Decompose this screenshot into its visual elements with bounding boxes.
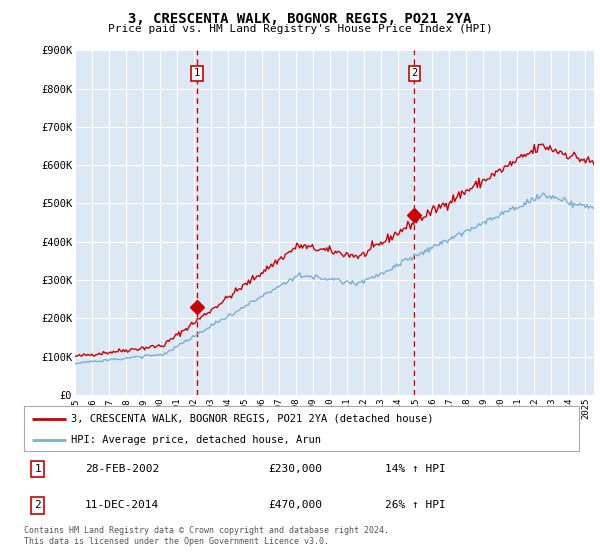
- Text: 2: 2: [35, 501, 41, 510]
- Text: Price paid vs. HM Land Registry's House Price Index (HPI): Price paid vs. HM Land Registry's House …: [107, 24, 493, 34]
- Text: 28-FEB-2002: 28-FEB-2002: [85, 464, 160, 474]
- Text: Contains HM Land Registry data © Crown copyright and database right 2024.
This d: Contains HM Land Registry data © Crown c…: [24, 526, 389, 546]
- Text: £230,000: £230,000: [268, 464, 322, 474]
- Text: 3, CRESCENTA WALK, BOGNOR REGIS, PO21 2YA: 3, CRESCENTA WALK, BOGNOR REGIS, PO21 2Y…: [128, 12, 472, 26]
- Text: HPI: Average price, detached house, Arun: HPI: Average price, detached house, Arun: [71, 435, 321, 445]
- Text: £470,000: £470,000: [268, 501, 322, 510]
- Text: 14% ↑ HPI: 14% ↑ HPI: [385, 464, 445, 474]
- Text: 1: 1: [35, 464, 41, 474]
- Text: 3, CRESCENTA WALK, BOGNOR REGIS, PO21 2YA (detached house): 3, CRESCENTA WALK, BOGNOR REGIS, PO21 2Y…: [71, 413, 434, 423]
- Text: 26% ↑ HPI: 26% ↑ HPI: [385, 501, 445, 510]
- Text: 2: 2: [412, 68, 418, 78]
- Text: 1: 1: [194, 68, 200, 78]
- Text: 11-DEC-2014: 11-DEC-2014: [85, 501, 160, 510]
